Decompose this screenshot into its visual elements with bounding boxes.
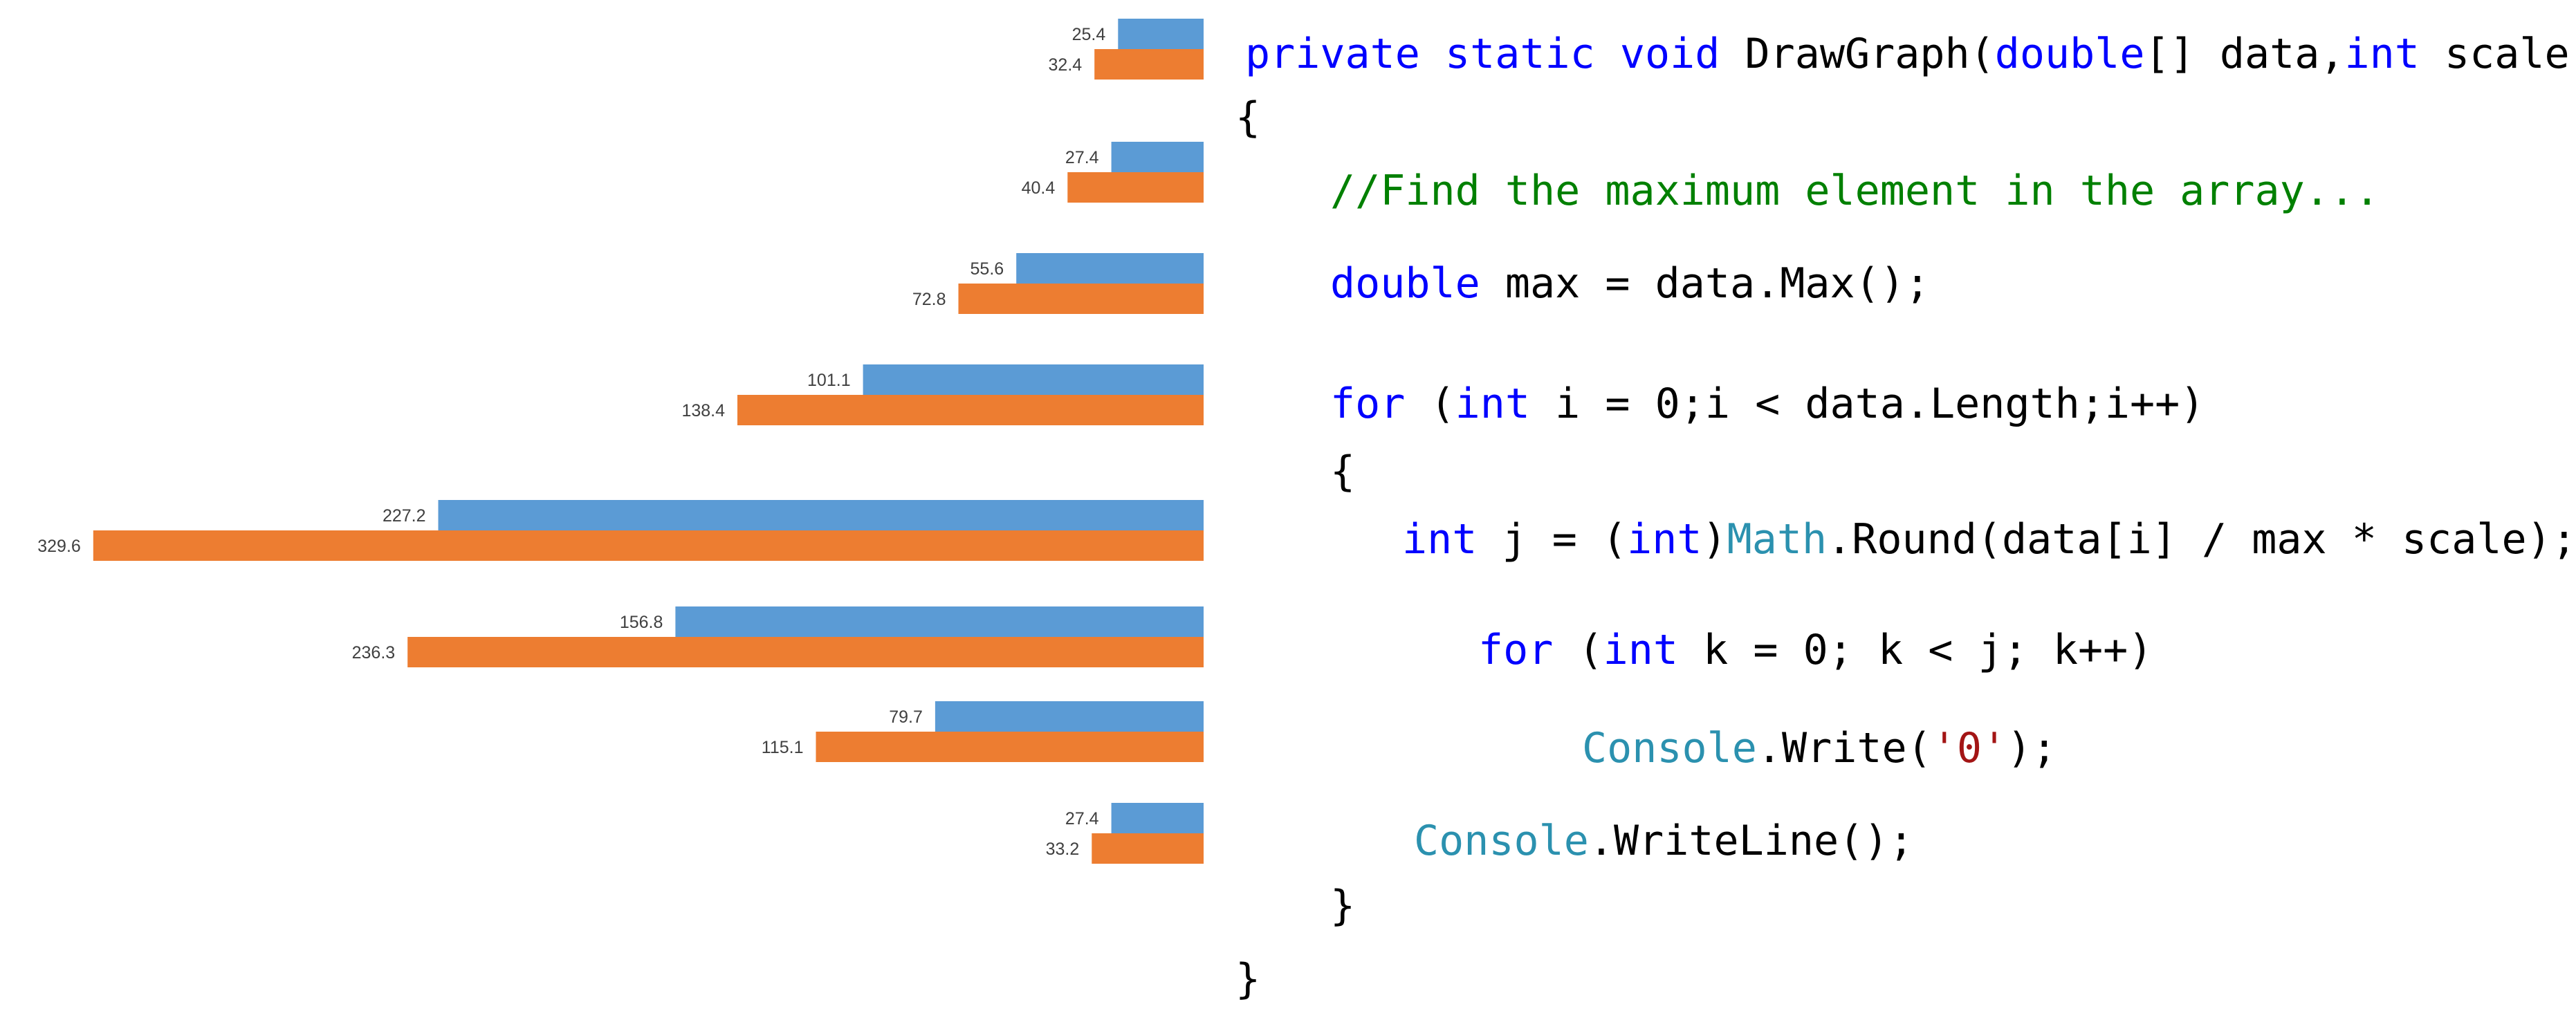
code-token: Console <box>1582 724 1757 772</box>
data-label-series-1-7: 79.7 <box>889 707 923 727</box>
bar-series-2-6 <box>407 637 1204 667</box>
code-line-max-declaration: double max = data.Max(); <box>1330 263 1930 304</box>
data-label-series-1-6: 156.8 <box>620 613 663 632</box>
code-token: } <box>1330 882 1356 930</box>
bar-chart: 25.4 27.4 55.6 101.1 227.2 156.8 79.7 27.4 32.4 4… <box>0 0 1217 1029</box>
bar-series-1-3 <box>1016 253 1204 284</box>
code-token: max = data.Max(); <box>1480 259 1930 308</box>
bar-series-2-4 <box>737 395 1204 425</box>
code-token: [] data, <box>2144 30 2345 78</box>
code-token: ( <box>1405 380 1455 428</box>
code-line-outer-for-open-brace: { <box>1330 451 1355 492</box>
data-label-series-2-2: 40.4 <box>1022 178 1056 198</box>
bar-series-1-8 <box>1111 803 1204 834</box>
code-line-method-close-brace: } <box>1235 958 1260 1000</box>
data-label-series-1-1: 25.4 <box>1072 25 1106 44</box>
code-token: Console <box>1414 817 1589 865</box>
code-token: int <box>1455 380 1530 428</box>
data-label-series-2-5: 329.6 <box>37 537 81 556</box>
bar-series-2-3 <box>958 284 1204 314</box>
code-token: .Round(data[i] / max * scale); <box>1827 515 2576 564</box>
code-line-console-write: Console.Write('0'); <box>1582 727 2057 769</box>
bar-series-1-2 <box>1111 142 1204 173</box>
data-label-series-2-3: 72.8 <box>912 290 946 309</box>
data-label-series-1-8: 27.4 <box>1065 809 1099 828</box>
code-token: scale) <box>2444 30 2576 78</box>
bar-series-1-7 <box>935 701 1204 732</box>
bar-series-1-4 <box>863 364 1204 396</box>
code-line-comment: //Find the maximum element in the array.… <box>1330 170 2380 212</box>
data-label-series-2-1: 32.4 <box>1049 55 1083 75</box>
bar-series-2-5 <box>93 530 1204 561</box>
bar-chart-svg: 25.4 27.4 55.6 101.1 227.2 156.8 79.7 27.4 32.4 4… <box>37 19 1204 864</box>
data-label-series-1-3: 55.6 <box>970 259 1004 279</box>
code-line-method-open-brace: { <box>1235 97 1260 138</box>
code-line-outer-for-close-brace: } <box>1330 885 1355 927</box>
bar-series-2-2 <box>1067 172 1204 203</box>
code-line-j-declaration: int j = (int)Math.Round(data[i] / max * … <box>1402 519 2576 560</box>
bar-series-1-6 <box>675 606 1204 638</box>
code-token: Math <box>1727 515 1828 564</box>
code-token: for <box>1330 380 1406 428</box>
code-token: double <box>1330 259 1480 308</box>
data-label-series-1-2: 27.4 <box>1065 148 1099 167</box>
code-token: private <box>1245 30 1420 78</box>
data-label-series-1-5: 227.2 <box>383 506 426 526</box>
code-token: ) <box>1702 515 1727 564</box>
code-token: int <box>1627 515 1702 564</box>
code-line-console-writeline: Console.WriteLine(); <box>1414 820 1913 862</box>
code-token: DrawGraph( <box>1720 30 1995 78</box>
code-token: void <box>1619 30 1720 78</box>
code-token: } <box>1235 955 1261 1003</box>
bar-series-2-1 <box>1094 49 1204 80</box>
code-token: { <box>1330 447 1356 496</box>
bar-series-2-8 <box>1092 833 1204 864</box>
code-token: for <box>1478 626 1554 674</box>
data-label-series-2-6: 236.3 <box>352 643 396 662</box>
data-label-series-1-4: 101.1 <box>807 371 851 390</box>
code-token: j = ( <box>1477 515 1628 564</box>
code-token <box>1595 30 1620 78</box>
code-token: int <box>1402 515 1478 564</box>
code-token <box>1420 30 1445 78</box>
code-token: '0' <box>1931 724 2007 772</box>
code-token: //Find the maximum element in the array.… <box>1330 167 2380 215</box>
data-label-series-2-7: 115.1 <box>762 738 804 757</box>
code-token: .Write( <box>1756 724 1932 772</box>
data-label-series-2-8: 33.2 <box>1046 840 1080 859</box>
bar-series-2-7 <box>816 732 1204 762</box>
code-line-inner-for: for (int k = 0; k < j; k++) <box>1478 629 2153 671</box>
code-token: { <box>1235 93 1261 142</box>
code-line-signature: private static void DrawGraph(double[] d… <box>1245 33 2576 75</box>
bar-series-1-5 <box>438 500 1204 531</box>
code-token: int <box>1603 626 1678 674</box>
code-token: static <box>1445 30 1595 78</box>
data-label-series-2-4: 138.4 <box>681 401 725 420</box>
code-token: i = 0;i < data.Length;i++) <box>1530 380 2205 428</box>
code-token: .WriteLine(); <box>1588 817 1914 865</box>
code-token: ); <box>2007 724 2057 772</box>
code-token: ( <box>1553 626 1603 674</box>
code-token: k = 0; k < j; k++) <box>1678 626 2153 674</box>
code-token: int <box>2344 30 2420 78</box>
bar-series-1-1 <box>1118 19 1204 50</box>
code-token: double <box>1994 30 2145 78</box>
code-line-outer-for: for (int i = 0;i < data.Length;i++) <box>1330 383 2205 425</box>
